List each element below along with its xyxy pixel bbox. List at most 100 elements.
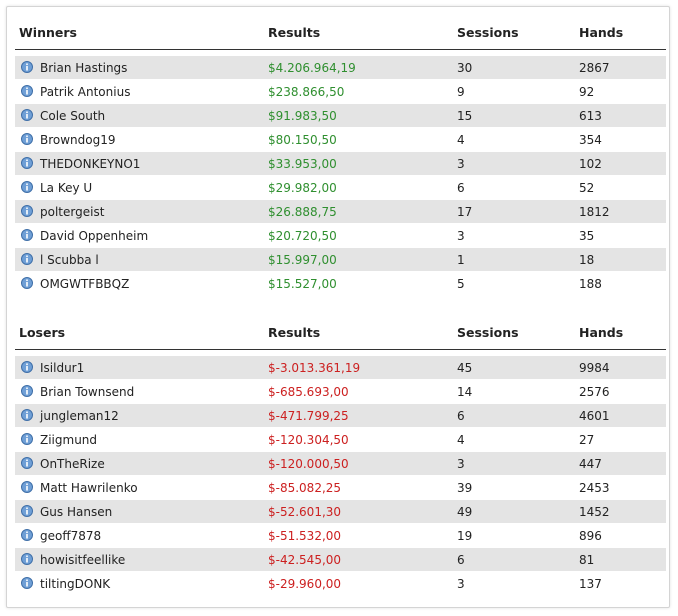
player-name-link[interactable]: Cole South — [40, 109, 106, 123]
info-icon[interactable] — [21, 61, 33, 73]
player-name-link[interactable]: OnTheRize — [40, 457, 105, 471]
info-icon[interactable] — [21, 409, 33, 421]
table-row: Brian Hastings $4.206.964,19 30 2867 — [15, 56, 666, 80]
hands-value: 354 — [579, 133, 602, 147]
sessions-value: 5 — [457, 277, 465, 291]
player-name-link[interactable]: Isildur1 — [40, 361, 85, 375]
info-icon[interactable] — [21, 109, 33, 121]
info-icon[interactable] — [21, 205, 33, 217]
losers-column-header: Losers — [19, 325, 66, 340]
sessions-value: 17 — [457, 205, 473, 219]
sessions-value: 39 — [457, 481, 473, 495]
info-icon[interactable] — [21, 553, 33, 565]
winners-header-row: Winners Results Sessions Hands — [15, 19, 666, 50]
table-row: David Oppenheim $20.720,50 3 35 — [15, 224, 666, 248]
player-name-link[interactable]: Patrik Antonius — [40, 85, 131, 99]
results-value: $-685.693,00 — [268, 385, 349, 399]
table-row: jungleman12 $-471.799,25 6 4601 — [15, 404, 666, 428]
hands-column-header: Hands — [579, 325, 624, 340]
table-row: howisitfeellike $-42.545,00 6 81 — [15, 548, 666, 572]
results-value: $-85.082,25 — [268, 481, 342, 495]
info-icon[interactable] — [21, 85, 33, 97]
sessions-value: 1 — [457, 253, 465, 267]
hands-value: 447 — [579, 457, 602, 471]
table-row: l Scubba l $15.997,00 1 18 — [15, 248, 666, 272]
sessions-value: 6 — [457, 553, 465, 567]
sessions-value: 49 — [457, 505, 473, 519]
info-icon[interactable] — [21, 385, 33, 397]
info-icon[interactable] — [21, 529, 33, 541]
hands-column-header: Hands — [579, 25, 624, 40]
table-row: Ziigmund $-120.304,50 4 27 — [15, 428, 666, 452]
hands-value: 1452 — [579, 505, 610, 519]
player-name-link[interactable]: howisitfeellike — [40, 553, 126, 567]
hands-value: 52 — [579, 181, 595, 195]
info-icon[interactable] — [21, 181, 33, 193]
hands-value: 188 — [579, 277, 602, 291]
info-icon[interactable] — [21, 433, 33, 445]
player-name-link[interactable]: Brian Hastings — [40, 61, 128, 75]
table-row: Cole South $91.983,50 15 613 — [15, 104, 666, 128]
info-icon[interactable] — [21, 253, 33, 265]
info-icon[interactable] — [21, 229, 33, 241]
sessions-column-header: Sessions — [457, 25, 519, 40]
info-icon[interactable] — [21, 481, 33, 493]
player-name-link[interactable]: jungleman12 — [40, 409, 119, 423]
hands-value: 27 — [579, 433, 595, 447]
hands-value: 92 — [579, 85, 595, 99]
player-name-link[interactable]: Ziigmund — [40, 433, 98, 447]
sessions-value: 45 — [457, 361, 473, 375]
player-name-link[interactable]: l Scubba l — [40, 253, 99, 267]
hands-value: 2576 — [579, 385, 610, 399]
player-name-link[interactable]: OMGWTFBBQZ — [40, 277, 130, 291]
table-row: Matt Hawrilenko $-85.082,25 39 2453 — [15, 476, 666, 500]
table-row: Isildur1 $-3.013.361,19 45 9984 — [15, 356, 666, 380]
results-value: $91.983,50 — [268, 109, 337, 123]
results-column-header: Results — [268, 325, 321, 340]
player-name-link[interactable]: Brian Townsend — [40, 385, 135, 399]
sessions-value: 3 — [457, 229, 465, 243]
table-row: La Key U $29.982,00 6 52 — [15, 176, 666, 200]
info-icon[interactable] — [21, 277, 33, 289]
results-value: $-42.545,00 — [268, 553, 342, 567]
info-icon[interactable] — [21, 505, 33, 517]
player-name-link[interactable]: Matt Hawrilenko — [40, 481, 138, 495]
player-name-link[interactable]: geoff7878 — [40, 529, 102, 543]
results-panel: Winners Results Sessions Hands Brian Has… — [6, 6, 670, 608]
player-name-link[interactable]: poltergeist — [40, 205, 105, 219]
table-row: Gus Hansen $-52.601,30 49 1452 — [15, 500, 666, 524]
sessions-value: 30 — [457, 61, 473, 75]
table-row: THEDONKEYNO1 $33.953,00 3 102 — [15, 152, 666, 176]
hands-value: 613 — [579, 109, 602, 123]
results-column-header: Results — [268, 25, 321, 40]
player-name-link[interactable]: Gus Hansen — [40, 505, 113, 519]
results-value: $-471.799,25 — [268, 409, 349, 423]
results-value: $80.150,50 — [268, 133, 337, 147]
info-icon[interactable] — [21, 361, 33, 373]
sessions-value: 6 — [457, 409, 465, 423]
results-value: $-29.960,00 — [268, 577, 342, 591]
results-value: $15.527,00 — [268, 277, 337, 291]
table-row: OnTheRize $-120.000,50 3 447 — [15, 452, 666, 476]
sessions-value: 4 — [457, 133, 465, 147]
info-icon[interactable] — [21, 577, 33, 589]
table-row: OMGWTFBBQZ $15.527,00 5 188 — [15, 272, 666, 296]
info-icon[interactable] — [21, 133, 33, 145]
player-name-link[interactable]: tiltingDONK — [40, 577, 111, 591]
sessions-value: 9 — [457, 85, 465, 99]
sessions-value: 3 — [457, 577, 465, 591]
info-icon[interactable] — [21, 457, 33, 469]
hands-value: 896 — [579, 529, 602, 543]
winners-table: Winners Results Sessions Hands Brian Has… — [15, 19, 666, 296]
player-name-link[interactable]: THEDONKEYNO1 — [40, 157, 141, 171]
sessions-value: 14 — [457, 385, 473, 399]
results-value: $20.720,50 — [268, 229, 337, 243]
player-name-link[interactable]: La Key U — [40, 181, 93, 195]
results-value: $4.206.964,19 — [268, 61, 356, 75]
player-name-link[interactable]: David Oppenheim — [40, 229, 149, 243]
info-icon[interactable] — [21, 157, 33, 169]
hands-value: 18 — [579, 253, 595, 267]
player-name-link[interactable]: Browndog19 — [40, 133, 116, 147]
results-value: $29.982,00 — [268, 181, 337, 195]
hands-value: 2867 — [579, 61, 610, 75]
